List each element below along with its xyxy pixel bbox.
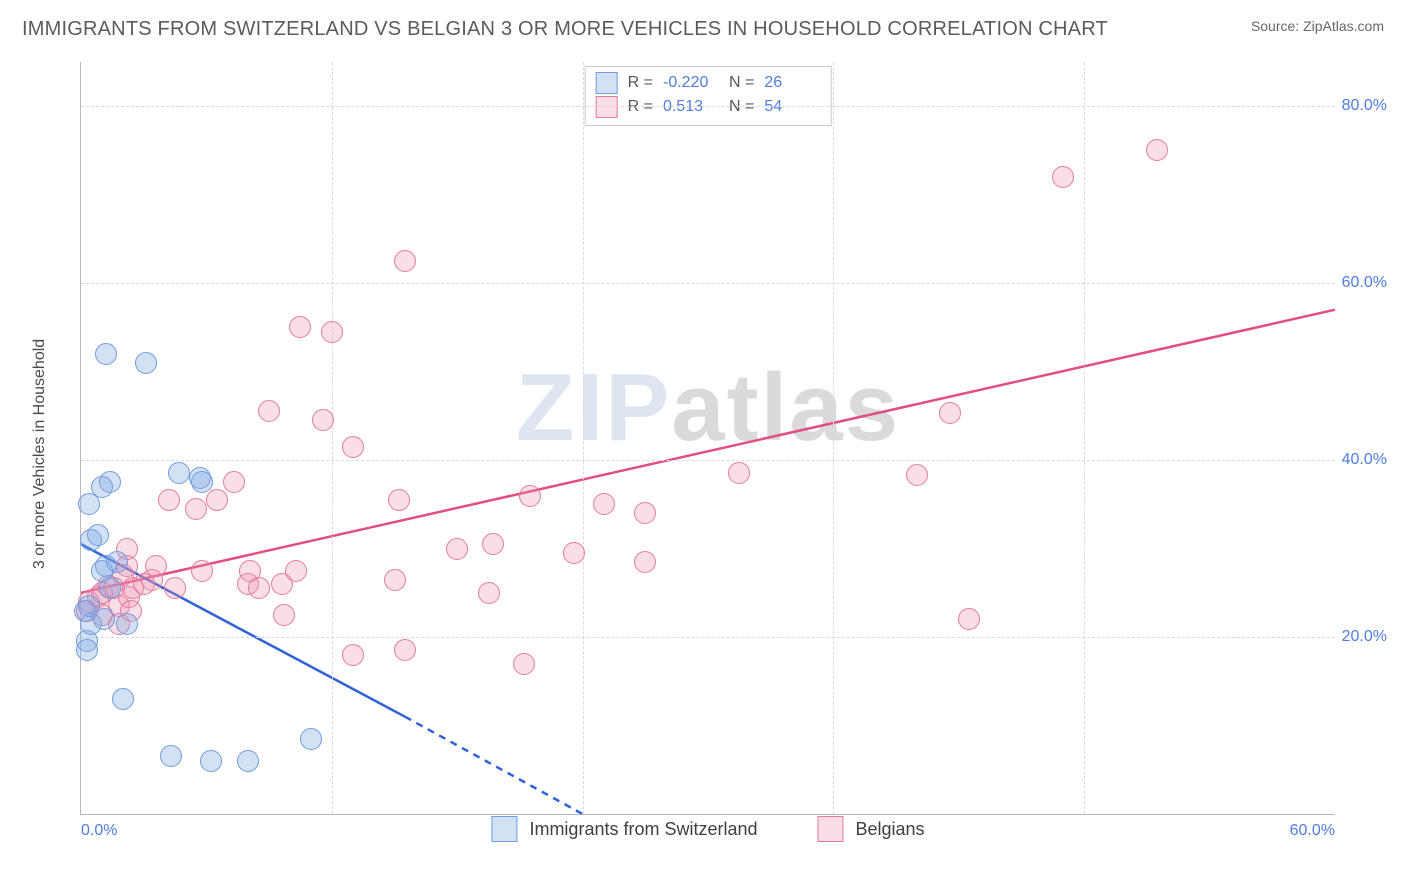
y-tick-label: 20.0% xyxy=(1342,628,1387,646)
source-label: Source: ZipAtlas.com xyxy=(1251,18,1384,34)
stats-legend: R = -0.220 N = 26 R = 0.513 N = 54 xyxy=(585,66,832,126)
r-value-swiss: -0.220 xyxy=(663,71,719,95)
point-belgians xyxy=(394,250,416,272)
y-axis-title: 3 or more Vehicles in Household xyxy=(31,339,49,569)
point-belgians xyxy=(446,538,468,560)
r-label: R = xyxy=(628,71,653,95)
swatch-swiss-icon xyxy=(596,72,618,94)
point-belgians xyxy=(384,569,406,591)
chart-area: 3 or more Vehicles in Household ZIPatlas… xyxy=(48,56,1380,852)
point-swiss xyxy=(95,343,117,365)
swatch-swiss-icon xyxy=(491,816,517,842)
gridline-v xyxy=(833,62,834,814)
point-belgians xyxy=(634,551,656,573)
series-label-belgians: Belgians xyxy=(856,819,925,840)
x-tick-label: 60.0% xyxy=(1290,822,1335,840)
point-belgians xyxy=(593,493,615,515)
point-swiss xyxy=(87,524,109,546)
plot-box: ZIPatlas R = -0.220 N = 26 R = 0.513 N =… xyxy=(80,62,1335,815)
gridline-h xyxy=(81,106,1335,107)
series-legend-swiss: Immigrants from Switzerland xyxy=(491,816,757,842)
point-belgians xyxy=(191,560,213,582)
gridline-h xyxy=(81,637,1335,638)
series-legend: Immigrants from Switzerland Belgians xyxy=(491,816,924,842)
point-swiss xyxy=(200,750,222,772)
point-swiss xyxy=(106,551,128,573)
chart-title: IMMIGRANTS FROM SWITZERLAND VS BELGIAN 3… xyxy=(22,18,1108,41)
point-belgians xyxy=(478,582,500,604)
point-swiss xyxy=(112,688,134,710)
series-label-swiss: Immigrants from Switzerland xyxy=(529,819,757,840)
point-belgians xyxy=(273,604,295,626)
point-belgians xyxy=(185,498,207,520)
regression-lines xyxy=(81,62,1335,814)
point-belgians xyxy=(906,464,928,486)
y-tick-label: 60.0% xyxy=(1342,274,1387,292)
x-tick-label: 0.0% xyxy=(81,822,117,840)
y-tick-label: 80.0% xyxy=(1342,97,1387,115)
point-belgians xyxy=(248,577,270,599)
point-belgians xyxy=(342,436,364,458)
stats-legend-row-swiss: R = -0.220 N = 26 xyxy=(596,71,821,95)
point-belgians xyxy=(388,489,410,511)
point-belgians xyxy=(482,533,504,555)
point-belgians xyxy=(223,471,245,493)
n-value-swiss: 26 xyxy=(764,71,820,95)
gridline-v xyxy=(332,62,333,814)
series-legend-belgians: Belgians xyxy=(818,816,925,842)
n-label: N = xyxy=(729,71,754,95)
point-swiss xyxy=(300,728,322,750)
point-belgians xyxy=(158,489,180,511)
swatch-belgians-icon xyxy=(818,816,844,842)
point-belgians xyxy=(513,653,535,675)
gridline-v xyxy=(1084,62,1085,814)
gridline-h xyxy=(81,283,1335,284)
gridline-v xyxy=(583,62,584,814)
point-belgians xyxy=(342,644,364,666)
point-belgians xyxy=(519,485,541,507)
y-tick-label: 40.0% xyxy=(1342,451,1387,469)
point-swiss xyxy=(135,352,157,374)
point-swiss xyxy=(116,613,138,635)
point-belgians xyxy=(206,489,228,511)
point-belgians xyxy=(285,560,307,582)
gridline-h xyxy=(81,460,1335,461)
point-belgians xyxy=(321,321,343,343)
point-swiss xyxy=(237,750,259,772)
